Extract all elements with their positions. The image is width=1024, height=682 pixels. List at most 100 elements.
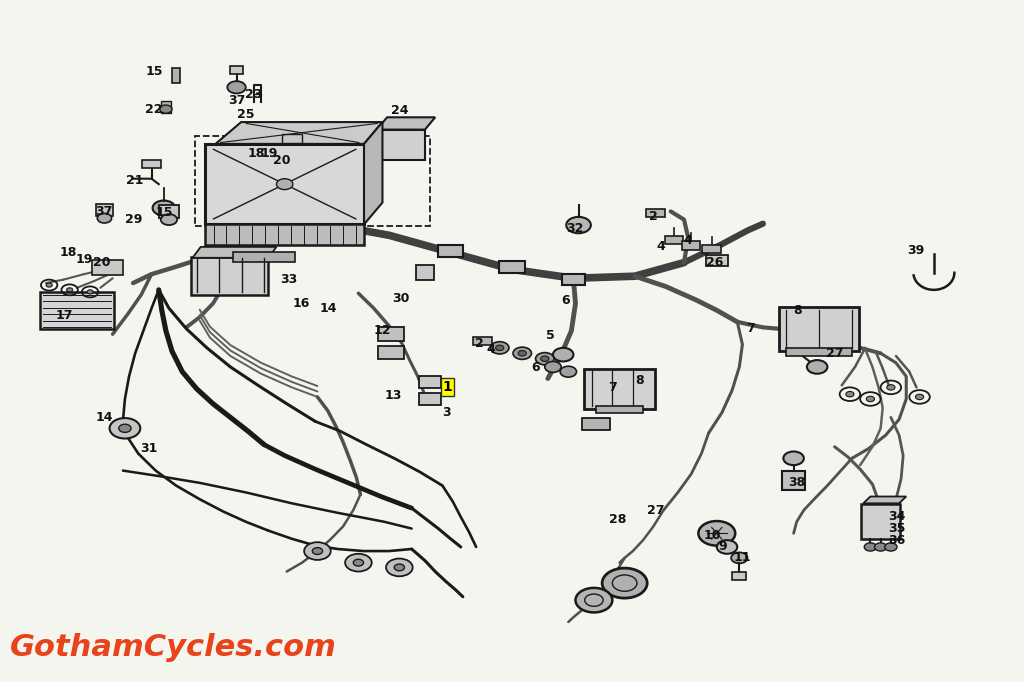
Circle shape	[717, 540, 737, 554]
Bar	[782, 471, 805, 490]
Text: 20: 20	[272, 153, 291, 167]
Text: 23: 23	[246, 87, 262, 101]
Circle shape	[807, 360, 827, 374]
Circle shape	[276, 179, 293, 190]
Bar	[438, 245, 463, 257]
Text: 6: 6	[561, 293, 569, 307]
Bar	[205, 224, 365, 245]
Text: 27: 27	[646, 503, 665, 517]
Bar	[172, 68, 180, 83]
Text: 20: 20	[92, 256, 111, 269]
Circle shape	[887, 385, 895, 390]
Circle shape	[846, 391, 854, 397]
Circle shape	[161, 214, 177, 225]
Circle shape	[394, 564, 404, 571]
Circle shape	[560, 366, 577, 377]
Bar	[582, 418, 610, 430]
Text: 4: 4	[486, 342, 495, 356]
Circle shape	[304, 542, 331, 560]
Text: 25: 25	[237, 108, 255, 121]
Text: 21: 21	[126, 174, 144, 188]
Bar	[665, 236, 683, 244]
Bar	[205, 144, 365, 224]
Polygon shape	[863, 496, 906, 503]
Circle shape	[545, 361, 561, 372]
Text: 37: 37	[95, 205, 112, 218]
Circle shape	[227, 81, 246, 93]
Text: 1: 1	[442, 381, 453, 394]
Bar	[702, 245, 721, 253]
Text: 11: 11	[733, 550, 752, 564]
Bar	[142, 160, 161, 168]
Text: 15: 15	[155, 206, 173, 220]
Text: 22: 22	[144, 102, 163, 116]
Circle shape	[698, 521, 735, 546]
Text: 2: 2	[475, 336, 483, 350]
Circle shape	[866, 396, 874, 402]
Text: 26: 26	[707, 256, 723, 269]
Circle shape	[575, 588, 612, 612]
Circle shape	[110, 418, 140, 439]
Bar	[584, 369, 655, 409]
Text: 31: 31	[140, 442, 157, 456]
Bar	[419, 376, 441, 388]
Text: 14: 14	[319, 301, 338, 315]
Bar	[282, 134, 302, 143]
Circle shape	[46, 283, 52, 287]
Text: 24: 24	[390, 104, 409, 117]
Circle shape	[518, 351, 526, 356]
Text: 4: 4	[656, 240, 665, 254]
Circle shape	[386, 559, 413, 576]
Text: 32: 32	[566, 222, 583, 235]
Circle shape	[345, 554, 372, 572]
Bar	[161, 101, 171, 113]
Bar	[500, 261, 524, 273]
Bar	[40, 291, 114, 329]
Text: 7: 7	[746, 322, 755, 336]
Bar	[416, 265, 434, 280]
Circle shape	[490, 342, 509, 354]
Circle shape	[153, 201, 175, 216]
Polygon shape	[193, 247, 276, 258]
Text: 5: 5	[546, 329, 554, 342]
Text: 29: 29	[126, 213, 142, 226]
Bar	[682, 241, 700, 250]
Polygon shape	[377, 117, 435, 130]
Circle shape	[312, 548, 323, 554]
Text: GothamCycles.com: GothamCycles.com	[10, 632, 337, 662]
Polygon shape	[365, 122, 383, 224]
Text: 18: 18	[248, 147, 264, 160]
Bar	[786, 348, 852, 356]
Circle shape	[513, 347, 531, 359]
Circle shape	[783, 451, 804, 465]
Circle shape	[885, 543, 897, 551]
Text: 28: 28	[609, 513, 626, 527]
Text: 8: 8	[636, 374, 644, 387]
Circle shape	[87, 290, 93, 294]
Bar	[190, 257, 268, 295]
Polygon shape	[374, 130, 425, 160]
Text: 3: 3	[442, 406, 451, 419]
Text: 7: 7	[608, 381, 616, 394]
Text: 37: 37	[228, 94, 245, 108]
Bar	[233, 252, 295, 262]
Circle shape	[67, 288, 73, 292]
Bar	[419, 393, 441, 405]
Bar	[562, 274, 585, 285]
Circle shape	[915, 394, 924, 400]
Bar	[732, 572, 746, 580]
Text: 38: 38	[788, 476, 805, 490]
Text: 10: 10	[703, 529, 722, 542]
Text: 19: 19	[261, 147, 278, 160]
Circle shape	[541, 356, 549, 361]
Text: 13: 13	[385, 389, 401, 402]
Bar	[646, 209, 665, 217]
Text: 39: 39	[907, 244, 924, 258]
Circle shape	[553, 348, 573, 361]
Circle shape	[874, 543, 887, 551]
Text: 8: 8	[794, 303, 802, 317]
Circle shape	[119, 424, 131, 432]
Text: 6: 6	[531, 361, 540, 374]
Bar	[779, 306, 859, 351]
Bar	[230, 66, 243, 74]
